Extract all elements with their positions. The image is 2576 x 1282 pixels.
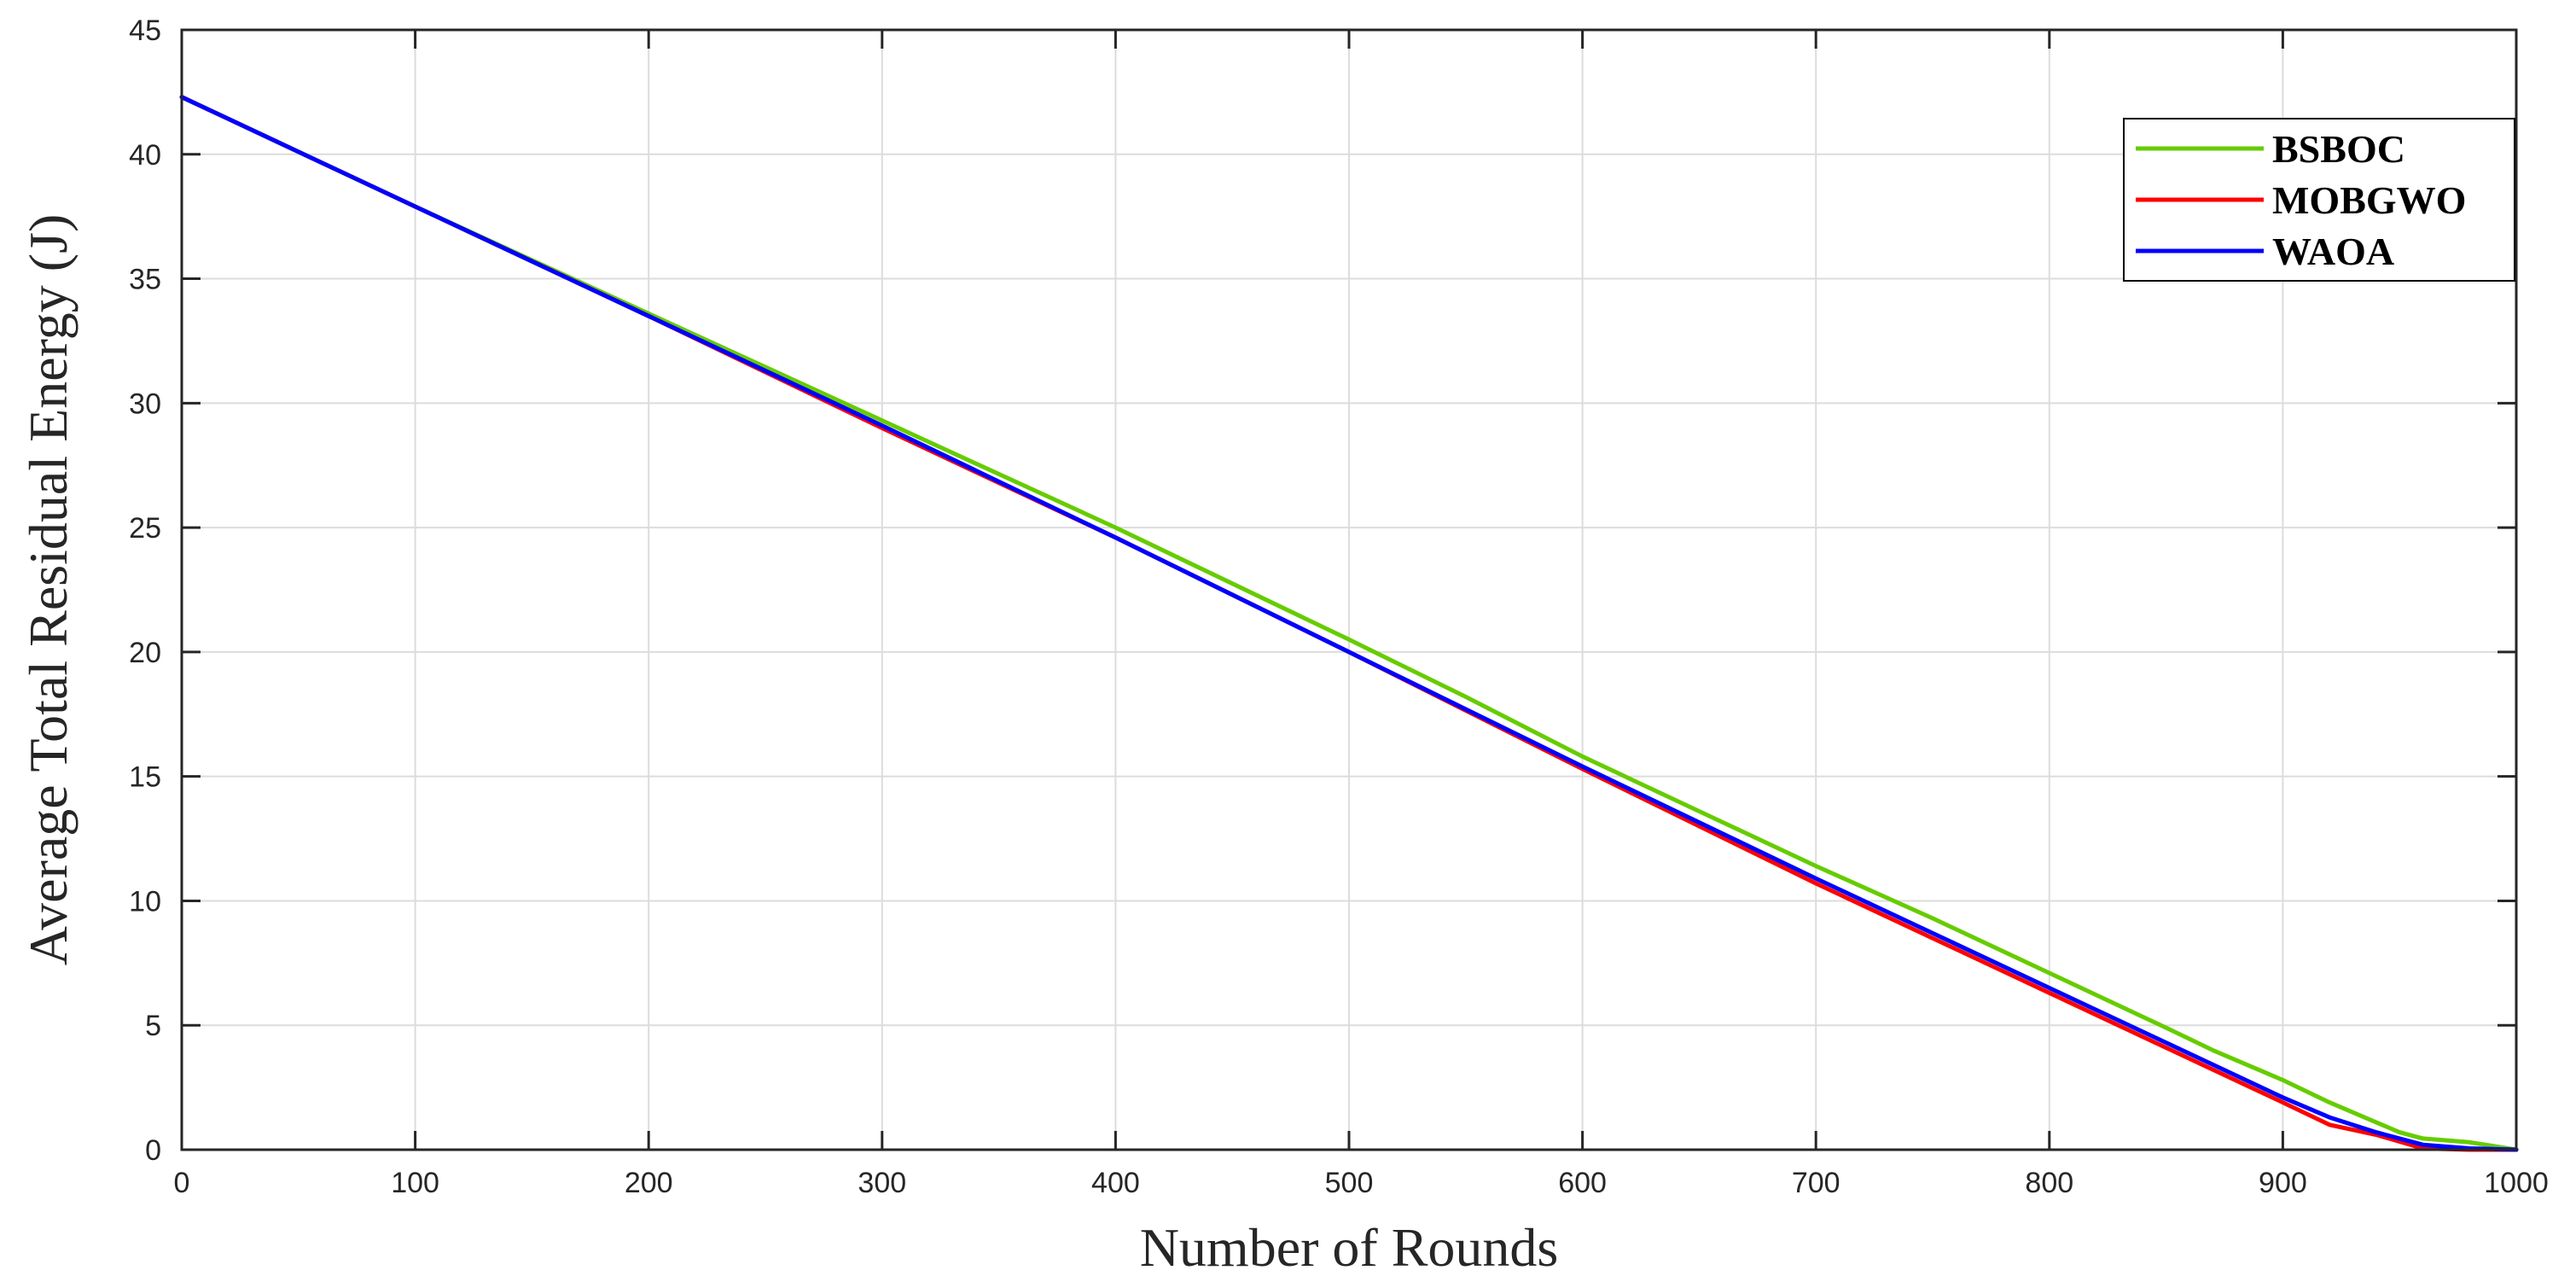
y-tick-label: 35 [129, 264, 161, 296]
y-tick-label: 25 [129, 512, 161, 545]
y-tick-label: 15 [129, 761, 161, 794]
x-tick-label: 700 [1792, 1167, 1840, 1199]
series-line-bsboc [179, 95, 2519, 1152]
y-tick-label: 40 [129, 139, 161, 172]
y-tick-label: 10 [129, 885, 161, 918]
y-tick-label: 45 [129, 15, 161, 47]
legend-label-bsboc: BSBOC [2272, 127, 2405, 171]
y-axis-title: Average Total Residual Energy (J) [18, 214, 79, 966]
y-tick-label: 30 [129, 388, 161, 420]
x-tick-label: 600 [1558, 1167, 1607, 1199]
legend: BSBOC MOBGWO WAOA [2123, 118, 2515, 282]
x-tick-label: 500 [1325, 1167, 1374, 1199]
legend-label-mobgwo: MOBGWO [2272, 178, 2466, 222]
x-axis-title: Number of Rounds [1140, 1217, 1559, 1278]
y-tick-labels: 0 5 10 15 20 25 30 35 40 45 [129, 15, 161, 1167]
axes [180, 28, 2518, 1151]
x-tick-label: 300 [858, 1167, 906, 1199]
x-tick-label: 200 [625, 1167, 673, 1199]
x-tick-labels: 0 100 200 300 400 500 600 700 800 900 1000 [174, 1167, 2549, 1199]
x-tick-label: 0 [174, 1167, 190, 1199]
x-tick-label: 1000 [2484, 1167, 2549, 1199]
y-tick-label: 20 [129, 637, 161, 669]
x-tick-label: 100 [391, 1167, 439, 1199]
x-tick-label: 900 [2259, 1167, 2307, 1199]
x-tick-label: 400 [1091, 1167, 1140, 1199]
y-tick-label: 5 [145, 1010, 161, 1042]
legend-label-waoa: WAOA [2272, 230, 2394, 273]
y-tick-label: 0 [145, 1134, 161, 1167]
series-lines [179, 95, 2519, 1152]
series-line-waoa [179, 95, 2519, 1152]
x-tick-label: 800 [2025, 1167, 2073, 1199]
